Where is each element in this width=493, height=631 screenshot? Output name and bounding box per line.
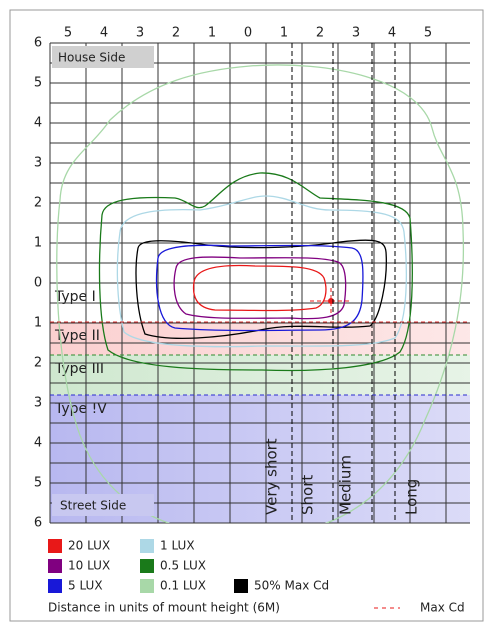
x-label: 2 [316, 26, 324, 41]
contour-1-lux [116, 195, 407, 348]
footer-note: Distance in units of mount height (6M) [48, 601, 280, 615]
y-label: 3 [34, 156, 42, 171]
legend-swatch [140, 559, 154, 573]
legend-swatch [140, 539, 154, 553]
legend-label: 10 LUX [68, 559, 110, 573]
y-label: 2 [34, 356, 42, 371]
distance-label: Medium [337, 455, 355, 515]
y-label: 6 [34, 516, 42, 531]
zone-band [50, 355, 470, 395]
legend-label: 20 LUX [68, 539, 110, 553]
x-label: 0 [244, 26, 252, 41]
y-label: 1 [34, 316, 42, 331]
x-label: 4 [388, 26, 396, 41]
x-label: 5 [424, 26, 432, 41]
y-label: 3 [34, 396, 42, 411]
house-side-label: House Side [58, 51, 125, 65]
legend-swatch [48, 539, 62, 553]
distance-label: Short [299, 475, 317, 515]
legend-label: 50% Max Cd [254, 579, 329, 593]
contour-0-5-lux [98, 172, 413, 372]
y-label: 2 [34, 196, 42, 211]
contour-5-lux [155, 244, 364, 332]
street-side-label: Street Side [60, 499, 126, 513]
grid [49, 42, 470, 524]
x-label: 1 [208, 26, 216, 41]
y-label: 4 [34, 116, 42, 131]
x-label: 4 [100, 26, 108, 41]
max-cd-legend-label: Max Cd [420, 601, 465, 615]
x-label: 3 [352, 26, 360, 41]
legend-swatch [234, 579, 248, 593]
zone-label: Type !V [54, 401, 107, 417]
corner-box [52, 46, 154, 68]
legend-label: 0.5 LUX [160, 559, 206, 573]
legend-label: 5 LUX [68, 579, 103, 593]
x-label: 3 [136, 26, 144, 41]
corner-box [52, 494, 154, 516]
zone-band [50, 322, 470, 355]
distance-label: Long [403, 479, 421, 515]
frame [9, 9, 484, 622]
x-label: 1 [280, 26, 288, 41]
contour-50-max-cd [135, 239, 387, 340]
legend-swatch [48, 559, 62, 573]
legend-label: 0.1 LUX [160, 579, 206, 593]
contour-20-lux [192, 264, 327, 312]
x-label: 5 [64, 26, 72, 41]
zone-label: Type I [54, 289, 96, 305]
y-label: 5 [34, 76, 42, 91]
y-label: 4 [34, 436, 42, 451]
distance-label: Very short [263, 438, 281, 515]
contour-0-1-lux [56, 64, 465, 523]
legend-swatch [140, 579, 154, 593]
y-label: 6 [34, 36, 42, 51]
legend-swatch [48, 579, 62, 593]
zone-label: Type II [54, 328, 100, 344]
y-label: 1 [34, 236, 42, 251]
x-label: 2 [172, 26, 180, 41]
contours [56, 64, 465, 523]
contour-10-lux [173, 256, 347, 320]
legend-label: 1 LUX [160, 539, 195, 553]
y-label: 5 [34, 476, 42, 491]
zone-label: Type III [54, 361, 104, 377]
y-label: 0 [34, 276, 42, 291]
